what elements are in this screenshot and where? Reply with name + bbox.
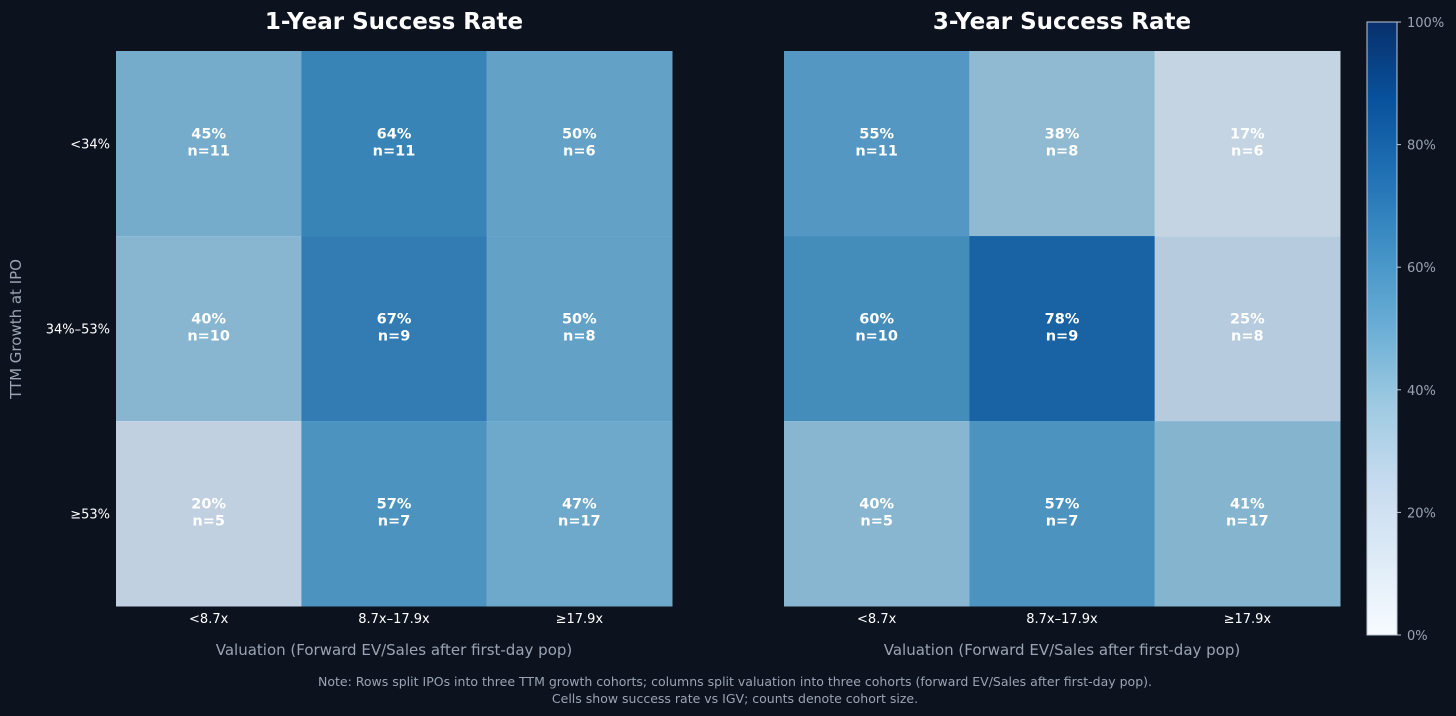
cell-count-label: n=6 xyxy=(563,144,596,160)
cell-count-label: n=5 xyxy=(192,514,225,530)
cell-count-label: n=9 xyxy=(1046,329,1079,345)
chart-title: 1-Year Success Rate xyxy=(265,9,523,35)
cell-count-label: n=17 xyxy=(558,514,601,530)
cell-rate-label: 50% xyxy=(562,312,597,328)
heatmap-panel-2: 3-Year Success Rate55%n=1138%n=817%n=660… xyxy=(784,9,1341,659)
cell-rate-label: 17% xyxy=(1230,127,1265,143)
x-axis-label: Valuation (Forward EV/Sales after first-… xyxy=(884,641,1241,659)
heatmap-cell xyxy=(1154,421,1341,607)
heatmap-cell xyxy=(486,236,673,422)
cell-count-label: n=10 xyxy=(187,329,230,345)
note-line-2: Cells show success rate vs IGV; counts d… xyxy=(552,691,918,706)
cell-rate-label: 67% xyxy=(377,312,412,328)
y-tick-label: ≥53% xyxy=(70,508,110,523)
heatmap-cell xyxy=(969,421,1156,607)
note-line-1: Note: Rows split IPOs into three TTM gro… xyxy=(318,674,1152,689)
cell-count-label: n=17 xyxy=(1226,514,1269,530)
y-axis-label: TTM Growth at IPO xyxy=(7,259,25,400)
cell-count-label: n=9 xyxy=(378,329,411,345)
cell-rate-label: 78% xyxy=(1045,312,1080,328)
cell-count-label: n=11 xyxy=(373,144,416,160)
x-tick-label: ≥17.9x xyxy=(556,612,604,627)
heatmap-cell xyxy=(301,421,488,607)
heatmap-panel-1: 1-Year Success Rate45%n=1164%n=1150%n=64… xyxy=(46,9,673,659)
cell-rate-label: 50% xyxy=(562,127,597,143)
colorbar-tick-label: 40% xyxy=(1407,384,1436,399)
cell-count-label: n=8 xyxy=(1046,144,1079,160)
heatmap-cell xyxy=(486,51,673,237)
cell-rate-label: 60% xyxy=(859,312,894,328)
cell-rate-label: 25% xyxy=(1230,312,1265,328)
cell-count-label: n=6 xyxy=(1231,144,1264,160)
heatmap-cell xyxy=(784,236,970,422)
chart-title: 3-Year Success Rate xyxy=(933,9,1191,35)
y-tick-label: 34%–53% xyxy=(46,323,110,338)
heatmap-cell xyxy=(301,236,488,422)
x-tick-label: ≥17.9x xyxy=(1224,612,1272,627)
x-tick-label: <8.7x xyxy=(189,612,229,627)
cell-rate-label: 55% xyxy=(859,127,894,143)
cell-rate-label: 45% xyxy=(191,127,226,143)
heatmap-cell xyxy=(301,51,488,237)
cell-rate-label: 41% xyxy=(1230,497,1265,513)
heatmap-cell xyxy=(116,236,302,422)
y-tick-label: <34% xyxy=(70,138,110,153)
colorbar-tick-label: 80% xyxy=(1407,139,1436,154)
cell-rate-label: 20% xyxy=(191,497,226,513)
colorbar-tick-label: 0% xyxy=(1407,629,1428,644)
cell-rate-label: 40% xyxy=(191,312,226,328)
cell-count-label: n=10 xyxy=(855,329,898,345)
colorbar-tick-label: 20% xyxy=(1407,506,1436,521)
heatmap-cell xyxy=(486,421,673,607)
colorbar-tick-label: 60% xyxy=(1407,261,1436,276)
x-tick-label: 8.7x–17.9x xyxy=(1026,612,1098,627)
x-tick-label: <8.7x xyxy=(857,612,897,627)
x-tick-label: 8.7x–17.9x xyxy=(358,612,430,627)
heatmap-cell xyxy=(969,51,1156,237)
heatmap-cell xyxy=(116,51,302,237)
cell-rate-label: 38% xyxy=(1045,127,1080,143)
heatmap-cell xyxy=(784,421,970,607)
cell-rate-label: 57% xyxy=(1045,497,1080,513)
heatmap-cell xyxy=(116,421,302,607)
cell-count-label: n=8 xyxy=(563,329,596,345)
heatmap-cell xyxy=(969,236,1156,422)
heatmap-cell xyxy=(1154,236,1341,422)
cell-rate-label: 64% xyxy=(377,127,412,143)
cell-rate-label: 57% xyxy=(377,497,412,513)
colorbar: 0% 20% 40% 60% 80% 100% xyxy=(1366,16,1444,644)
cell-rate-label: 47% xyxy=(562,497,597,513)
cell-count-label: n=11 xyxy=(187,144,230,160)
colorbar-tick-label: 100% xyxy=(1407,16,1444,31)
cell-count-label: n=7 xyxy=(1046,514,1079,530)
heatmap-cell xyxy=(784,51,970,237)
cell-count-label: n=5 xyxy=(860,514,893,530)
cell-count-label: n=11 xyxy=(855,144,898,160)
cell-count-label: n=8 xyxy=(1231,329,1264,345)
cell-count-label: n=7 xyxy=(378,514,411,530)
heatmap-cell xyxy=(1154,51,1341,237)
colorbar-gradient xyxy=(1366,21,1398,636)
x-axis-label: Valuation (Forward EV/Sales after first-… xyxy=(216,641,573,659)
cell-rate-label: 40% xyxy=(859,497,894,513)
